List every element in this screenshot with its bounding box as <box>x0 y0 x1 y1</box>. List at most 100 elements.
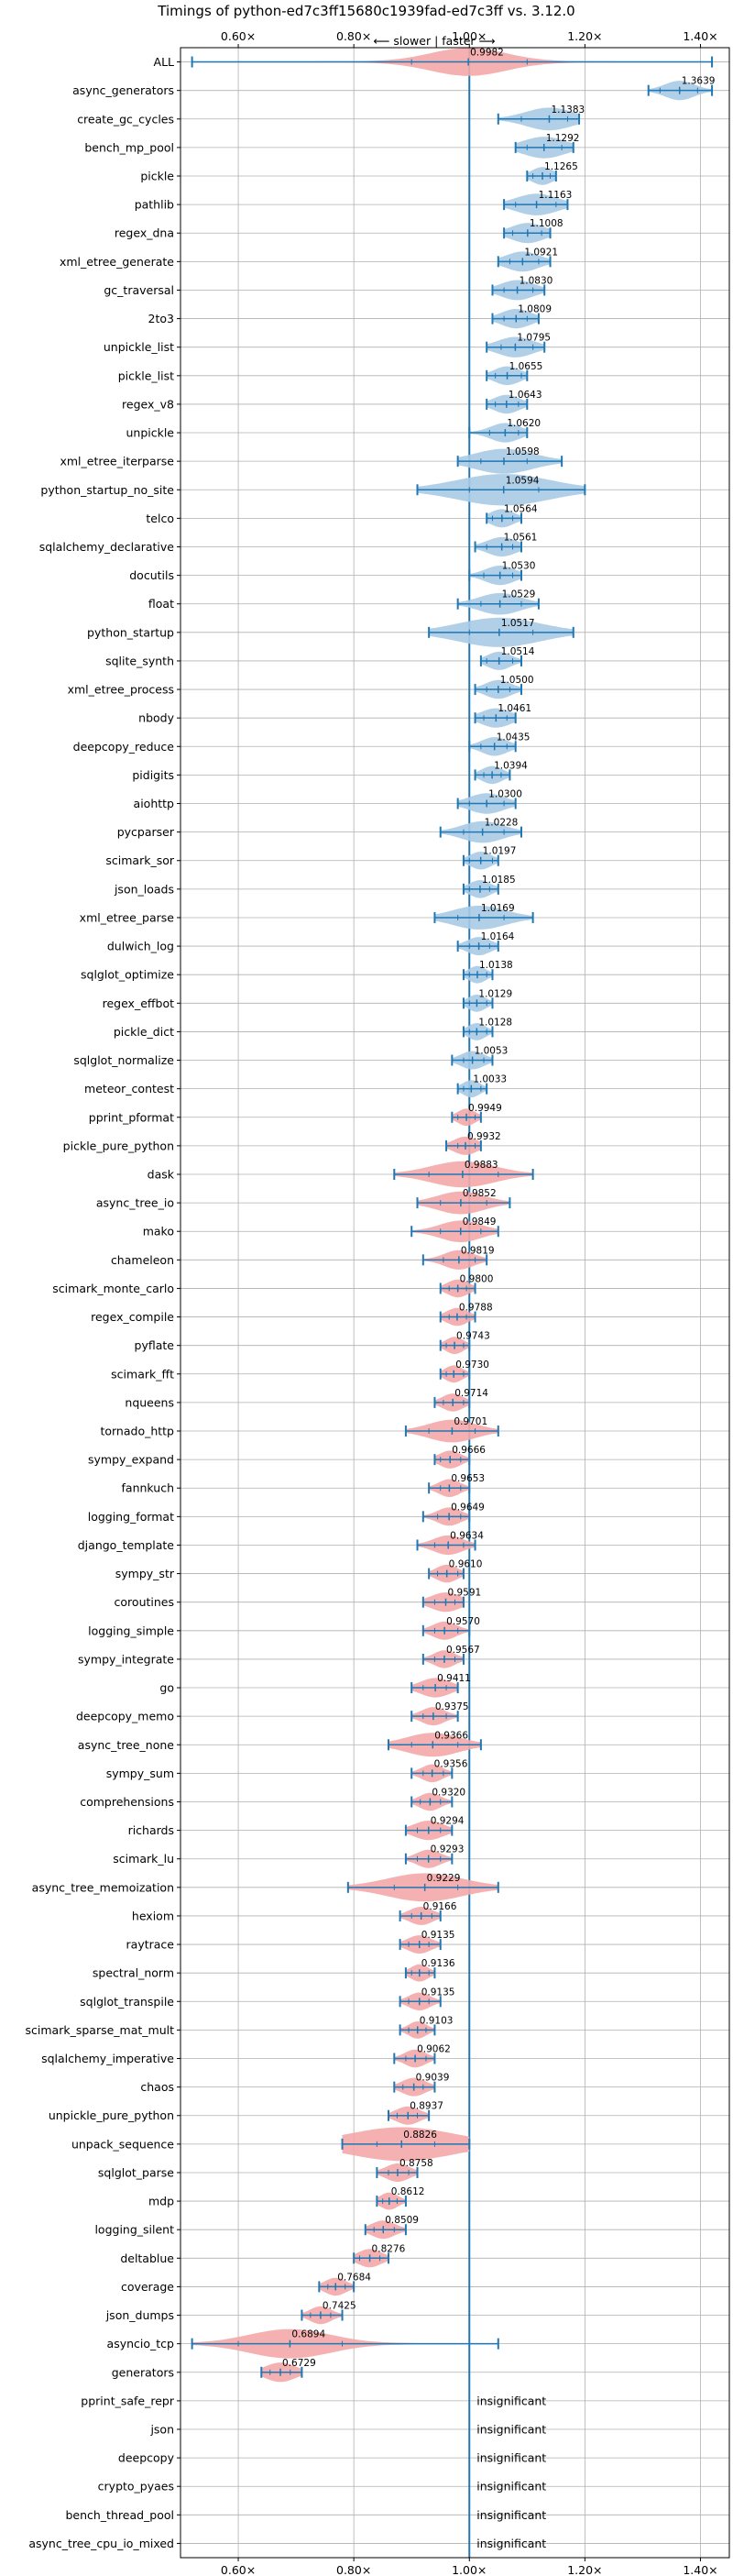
benchmark-label: bench_thread_pool <box>65 2508 174 2522</box>
mean-value-label: 0.6729 <box>282 2358 316 2369</box>
benchmark-label: nqueens <box>125 1395 174 1409</box>
benchmark-label: fannkuch <box>122 1481 174 1495</box>
benchmark-label: telco <box>146 512 174 525</box>
x-tick-label-bottom: 1.40× <box>683 2563 717 2576</box>
mean-value-label: 1.0128 <box>478 1017 512 1028</box>
mean-value-label: 1.1383 <box>551 105 585 116</box>
benchmark-label: sqlalchemy_imperative <box>41 2052 174 2065</box>
mean-value-label: 0.7425 <box>323 2301 356 2312</box>
benchmark-label: xml_etree_parse <box>80 910 175 924</box>
x-tick-label-top: 1.00× <box>452 29 487 43</box>
mean-value-label: 1.0598 <box>506 446 540 457</box>
mean-value-label: 0.9229 <box>427 1873 461 1884</box>
benchmark-label: sympy_sum <box>106 1767 174 1780</box>
axis-layer: 0.60× 0.60× 0.80× 0.80× 1.00× 1.00× 1.20× 1.20×… <box>26 29 718 2576</box>
x-tick-label-top: 1.40× <box>683 29 717 43</box>
mean-value-label: 0.6894 <box>291 2329 325 2340</box>
benchmark-label: regex_effbot <box>103 996 174 1010</box>
benchmark-label: mako <box>143 1225 174 1238</box>
insignificant-label: insignificant <box>476 2394 546 2407</box>
benchmark-label: pickle_pure_python <box>63 1139 174 1152</box>
benchmark-label: async_tree_memoization <box>32 1880 174 1894</box>
mean-value-label: 1.0129 <box>478 988 512 999</box>
x-tick-label-top: 0.60× <box>221 29 256 43</box>
benchmark-label: unpickle_list <box>104 340 174 354</box>
benchmark-label: logging_silent <box>94 2223 174 2237</box>
benchmark-label: go <box>159 1681 174 1695</box>
mean-value-label: 1.0594 <box>506 475 540 486</box>
mean-value-label: 1.0561 <box>504 532 538 543</box>
insignificant-label: insignificant <box>476 2422 546 2436</box>
mean-value-label: 0.9883 <box>465 1160 498 1171</box>
mean-value-label: 0.9666 <box>452 1445 486 1456</box>
insignificant-label: insignificant <box>476 2480 546 2493</box>
mean-value-label: 1.0461 <box>498 703 531 714</box>
benchmark-label: mdp <box>148 2195 174 2208</box>
benchmark-label: sqlglot_optimize <box>81 968 174 982</box>
mean-value-label: 0.9932 <box>467 1131 501 1142</box>
mean-value-label: 0.8758 <box>399 2158 433 2169</box>
mean-value-label: 0.9800 <box>460 1273 494 1284</box>
benchmark-label: chaos <box>140 2080 174 2094</box>
mean-value-label: 1.0655 <box>509 361 543 372</box>
mean-value-label: 0.9982 <box>470 48 504 59</box>
benchmark-label: pycparser <box>117 825 175 839</box>
mean-value-label: 1.0228 <box>485 818 519 829</box>
x-tick-label-top: 0.80× <box>336 29 371 43</box>
benchmark-label: sqlalchemy_declarative <box>39 540 175 554</box>
mean-value-label: 0.9788 <box>459 1303 493 1314</box>
mean-value-label: 0.8612 <box>391 2186 425 2197</box>
insignificant-label: insignificant <box>476 2537 546 2550</box>
benchmark-label: json <box>149 2422 174 2436</box>
mean-value-label: 0.8937 <box>410 2101 443 2112</box>
mean-value-label: 1.0643 <box>509 390 542 401</box>
mean-value-label: 1.0435 <box>497 732 531 743</box>
mean-value-label: 0.9039 <box>416 2073 450 2084</box>
mean-value-label: 0.9852 <box>463 1188 497 1199</box>
mean-value-label: 0.9294 <box>431 1816 465 1827</box>
benchmark-label: django_template <box>78 1538 175 1552</box>
benchmark-label: float <box>148 597 174 611</box>
benchmark-label: scimark_sparse_mat_mult <box>26 2023 175 2037</box>
benchmark-label: async_tree_none <box>78 1738 175 1752</box>
benchmark-label: pprint_pformat <box>89 1110 174 1124</box>
mean-value-label: 0.9366 <box>434 1730 468 1741</box>
benchmark-label: pyflate <box>135 1338 175 1352</box>
benchmark-label: coverage <box>121 2280 174 2294</box>
benchmark-label: aiohttp <box>134 797 175 810</box>
benchmark-label: chameleon <box>111 1253 174 1267</box>
marks-layer: 0.9982 1.3639 1.1383 1.1292 1.1265 1.1163 1.10… <box>191 48 715 2558</box>
mean-value-label: 0.9649 <box>451 1502 485 1513</box>
mean-value-label: 0.9570 <box>446 1616 480 1627</box>
mean-value-label: 0.9653 <box>451 1473 485 1484</box>
benchmark-label: async_tree_cpu_io_mixed <box>28 2537 174 2550</box>
benchmark-label: deepcopy_memo <box>76 1710 174 1723</box>
benchmark-label: regex_v8 <box>122 397 174 411</box>
mean-value-label: 0.8276 <box>372 2243 406 2254</box>
benchmark-label: scimark_monte_carlo <box>52 1282 174 1295</box>
mean-value-label: 0.9591 <box>447 1588 481 1599</box>
benchmark-label: pidigits <box>132 768 174 782</box>
mean-value-label: 0.9103 <box>420 2015 454 2026</box>
mean-value-label: 1.0033 <box>473 1074 507 1085</box>
mean-value-label: 1.0530 <box>502 561 536 572</box>
plot-frame <box>180 47 730 2559</box>
benchmark-label: sympy_str <box>115 1567 175 1580</box>
benchmark-label: bench_mp_pool <box>84 140 174 154</box>
benchmark-label: spectral_norm <box>93 1966 174 1980</box>
benchmark-label: dask <box>148 1167 175 1181</box>
benchmark-label: crypto_pyaes <box>98 2480 174 2493</box>
mean-value-label: 0.9135 <box>421 1987 455 1998</box>
insignificant-label: insignificant <box>476 2508 546 2522</box>
benchmark-label: sqlglot_normalize <box>73 1053 174 1067</box>
mean-value-label: 1.0300 <box>488 789 522 800</box>
benchmark-label: regex_dna <box>115 226 174 240</box>
benchmark-label: xml_etree_generate <box>60 255 174 269</box>
mean-value-label: 0.9714 <box>454 1388 488 1399</box>
mean-value-label: 1.0564 <box>504 503 538 514</box>
mean-value-label: 0.9949 <box>468 1103 502 1114</box>
benchmark-label: gc_traversal <box>104 283 174 297</box>
mean-value-label: 1.0500 <box>500 675 534 686</box>
mean-value-label: 1.0529 <box>502 589 536 600</box>
mean-value-label: 0.9135 <box>421 1930 455 1941</box>
